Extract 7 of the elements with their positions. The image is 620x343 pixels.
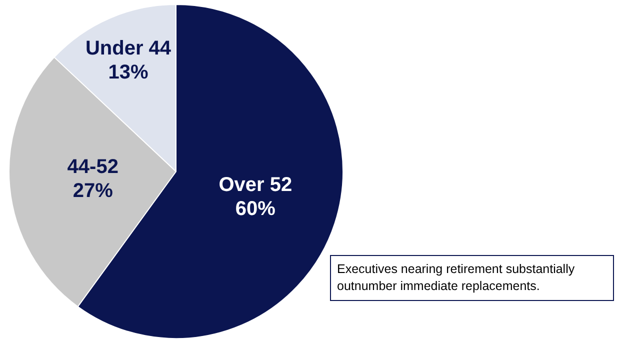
data-label: 60%	[235, 198, 276, 220]
text: Executives nearing retirement substantially outnumber immediate replacements.	[330, 255, 614, 301]
slice-label: 44-52	[67, 156, 118, 178]
data-label: 27%	[72, 180, 114, 202]
slice-label: Under 44	[85, 38, 172, 60]
data-label: 13%	[108, 62, 148, 84]
slice-label: Over 52	[218, 174, 292, 196]
